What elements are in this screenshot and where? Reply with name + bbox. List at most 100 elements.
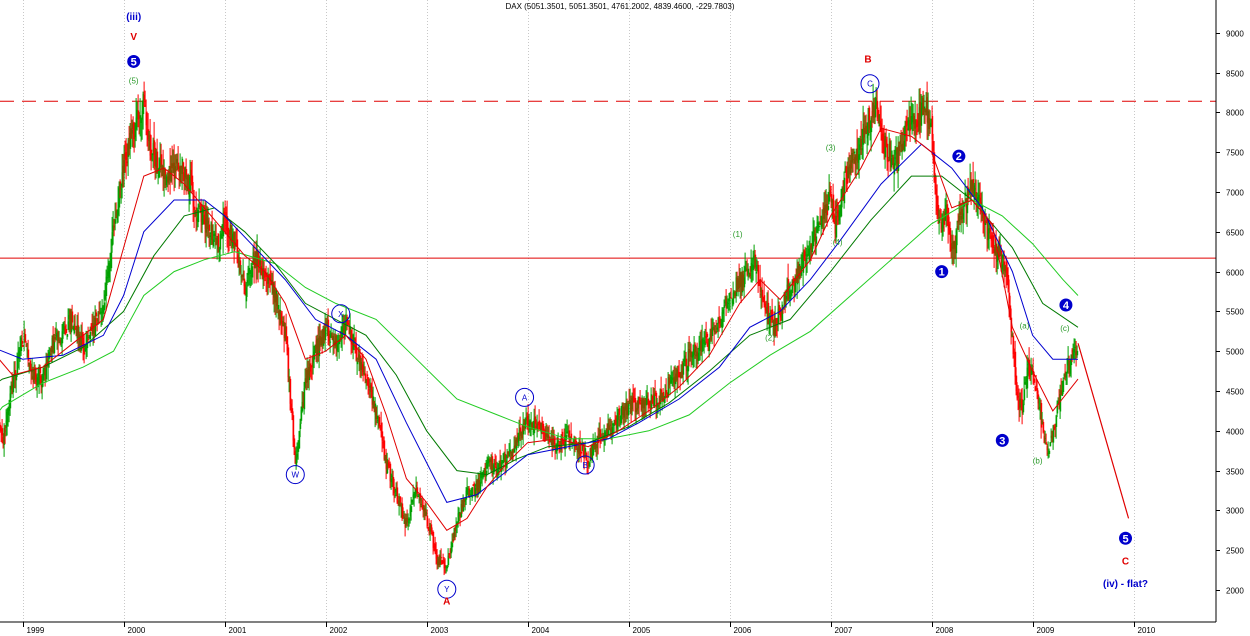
price-bar-body bbox=[794, 276, 797, 293]
price-bar-body bbox=[29, 360, 32, 371]
price-bar-body bbox=[520, 433, 523, 436]
price-bar-body bbox=[873, 108, 876, 118]
price-bar-body bbox=[85, 343, 88, 350]
price-bar-body bbox=[39, 367, 42, 374]
price-bar-body bbox=[344, 324, 347, 336]
price-bar-body bbox=[577, 447, 580, 453]
price-bar-body bbox=[1030, 368, 1033, 375]
price-bar-body bbox=[871, 110, 874, 118]
price-bar-body bbox=[840, 196, 843, 217]
price-bar-body bbox=[363, 372, 366, 375]
price-bar-body bbox=[399, 496, 402, 506]
price-bar-body bbox=[586, 462, 589, 464]
price-bar-body bbox=[356, 360, 359, 365]
price-bar-body bbox=[799, 266, 802, 277]
price-bar-body bbox=[517, 435, 520, 443]
price-bar-body bbox=[172, 164, 175, 167]
price-bar-body bbox=[107, 271, 110, 277]
price-bar-body bbox=[526, 416, 529, 419]
price-bar-body bbox=[1019, 398, 1022, 408]
price-bar-body bbox=[331, 335, 334, 340]
price-bar-body bbox=[630, 400, 633, 413]
price-bar-body bbox=[724, 301, 727, 304]
price-bar-body bbox=[242, 273, 245, 277]
price-bar-body bbox=[441, 560, 444, 565]
price-bar-body bbox=[1011, 334, 1014, 336]
price-bar-body bbox=[858, 154, 861, 160]
price-bar-body bbox=[919, 101, 922, 126]
price-bar-body bbox=[1064, 371, 1067, 378]
price-bar-body bbox=[709, 333, 712, 338]
price-bar-body bbox=[8, 406, 11, 411]
price-bar-body bbox=[362, 364, 365, 373]
price-bar-body bbox=[86, 334, 89, 349]
price-bar-body bbox=[654, 392, 657, 394]
price-bar-body bbox=[727, 303, 730, 305]
price-bar-body bbox=[779, 307, 782, 318]
price-bar-body bbox=[44, 369, 47, 376]
price-bar-body bbox=[217, 234, 220, 250]
price-bar-body bbox=[938, 216, 941, 224]
price-bar-body bbox=[925, 101, 928, 113]
y-tick-label: 5500 bbox=[1226, 308, 1244, 317]
price-bar-body bbox=[898, 145, 901, 151]
price-bar-body bbox=[459, 513, 462, 517]
price-bar-body bbox=[786, 284, 789, 293]
price-bar-body bbox=[679, 372, 682, 379]
price-bar-body bbox=[759, 279, 762, 292]
price-bar-body bbox=[212, 239, 215, 247]
price-bar-body bbox=[0, 428, 3, 431]
price-bar-body bbox=[633, 398, 636, 403]
price-bar-body bbox=[283, 322, 286, 339]
price-bar-body bbox=[163, 176, 166, 180]
price-bar-body bbox=[584, 448, 587, 456]
price-bar-body bbox=[76, 325, 79, 339]
y-tick-label: 8500 bbox=[1226, 70, 1244, 79]
price-bar-body bbox=[130, 128, 133, 139]
price-bar-body bbox=[990, 235, 993, 241]
price-bar-body bbox=[472, 484, 475, 486]
price-bar-body bbox=[218, 248, 221, 252]
price-bar-body bbox=[814, 233, 817, 241]
wave-label: C bbox=[1122, 557, 1129, 568]
price-bar-body bbox=[468, 488, 471, 497]
price-bar-body bbox=[96, 319, 99, 321]
y-tick-label: 4000 bbox=[1226, 428, 1244, 437]
price-bar-body bbox=[25, 344, 28, 347]
price-bar-body bbox=[713, 327, 716, 333]
price-bar-body bbox=[445, 566, 448, 568]
price-bar-body bbox=[773, 318, 776, 335]
price-bar-body bbox=[259, 260, 262, 266]
price-bar-body bbox=[276, 295, 279, 307]
price-bar-body bbox=[642, 398, 645, 409]
price-bar-body bbox=[298, 431, 301, 449]
price-bar-body bbox=[548, 436, 551, 438]
price-bar-body bbox=[626, 405, 629, 415]
price-bar-body bbox=[292, 415, 295, 441]
price-bar-body bbox=[82, 337, 85, 349]
price-bar-body bbox=[869, 125, 872, 130]
price-bar-body bbox=[236, 239, 239, 253]
price-bar-body bbox=[301, 401, 304, 412]
price-bar-body bbox=[186, 178, 189, 180]
price-bar-body bbox=[850, 160, 853, 169]
price-bar-body bbox=[424, 508, 427, 516]
price-bar-body bbox=[365, 379, 368, 383]
price-bar-body bbox=[793, 284, 796, 287]
price-bar-body bbox=[230, 225, 233, 241]
price-bar-body bbox=[807, 254, 810, 256]
price-bar-body bbox=[396, 487, 399, 503]
price-bar-body bbox=[568, 430, 571, 443]
price-bar-body bbox=[20, 337, 23, 352]
price-bar-body bbox=[189, 176, 192, 193]
price-bar-body bbox=[977, 197, 980, 205]
price-bar-body bbox=[49, 353, 52, 356]
price-bar-body bbox=[483, 468, 486, 476]
price-bar-body bbox=[9, 393, 12, 409]
price-bar-body bbox=[66, 334, 69, 337]
price-bar-body bbox=[70, 313, 73, 333]
price-bar-body bbox=[258, 260, 261, 265]
x-tick-label: 2003 bbox=[431, 626, 449, 635]
price-bar-body bbox=[983, 214, 986, 224]
